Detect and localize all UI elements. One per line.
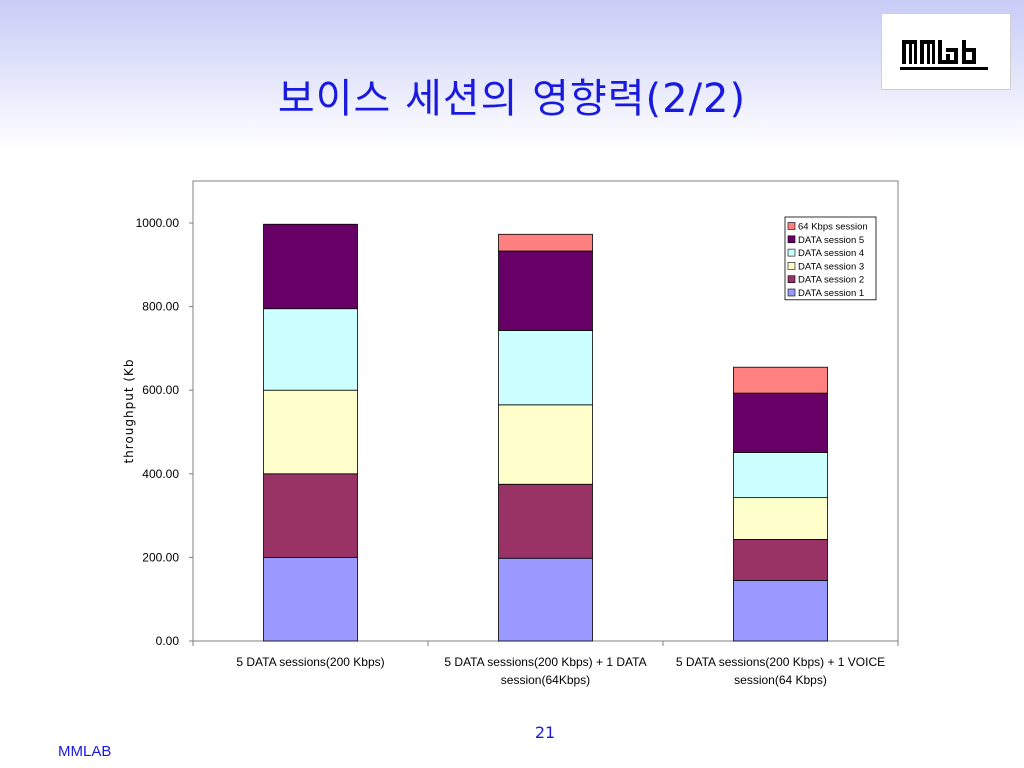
legend-label: DATA session 4 [798, 248, 864, 259]
legend-swatch [787, 235, 796, 244]
bar-segment [498, 233, 593, 252]
legend-label: DATA session 2 [798, 275, 864, 286]
y-tick-label: 200.00 [142, 550, 179, 564]
mmlab-logo [881, 13, 1011, 90]
legend-swatch [787, 262, 796, 270]
legend-swatch [787, 248, 796, 257]
legend-label: DATA session 5 [798, 235, 864, 246]
legend-swatch [787, 288, 796, 297]
bar-segment [263, 223, 358, 310]
slide-title: 보이스 세션의 영향력(2/2) [277, 76, 747, 122]
bar-segment [498, 330, 593, 406]
bar-segment [733, 539, 828, 581]
y-axis-title: throughput (Kb [122, 358, 136, 463]
x-category-label: 5 DATA sessions(200 Kbps) + 1 VOICE [676, 655, 885, 669]
bar-segment [733, 366, 828, 394]
y-tick-label: 600.00 [142, 383, 179, 397]
legend-label: DATA session 3 [798, 261, 864, 272]
bar-segment [263, 308, 358, 391]
y-tick-label: 400.00 [142, 467, 179, 481]
bar-segment [263, 557, 358, 642]
legend-label: DATA session 1 [798, 288, 864, 299]
bar-segment [498, 557, 593, 642]
bar-segment [733, 497, 828, 540]
x-category-label: 5 DATA sessions(200 Kbps) + 1 DATA [444, 655, 646, 669]
bar-segment [733, 579, 828, 642]
bar-segment [498, 404, 593, 485]
y-tick-label: 0.00 [156, 634, 180, 648]
mmlab-logo-mark [900, 40, 988, 70]
bar-segment [498, 250, 593, 331]
x-category-label: 5 DATA sessions(200 Kbps) [236, 655, 384, 669]
bar-segment [263, 473, 358, 558]
legend-label: 64 Kbps session [798, 222, 868, 233]
y-tick-label: 1000.00 [136, 216, 180, 230]
x-category-label: session(64 Kbps) [734, 673, 827, 687]
footer-brand: MMLAB [58, 743, 112, 760]
header-band [0, 0, 1024, 150]
y-tick-label: 800.00 [142, 300, 179, 314]
legend-box [784, 216, 877, 301]
bar-segment [263, 389, 358, 475]
legend-swatch [787, 275, 796, 284]
bar-segment [733, 392, 828, 453]
legend-swatch [787, 222, 796, 230]
x-category-label: session(64Kbps) [501, 673, 590, 687]
bar-segment [733, 452, 828, 499]
bar-segment [498, 483, 593, 559]
page-number: 21 [534, 723, 556, 742]
